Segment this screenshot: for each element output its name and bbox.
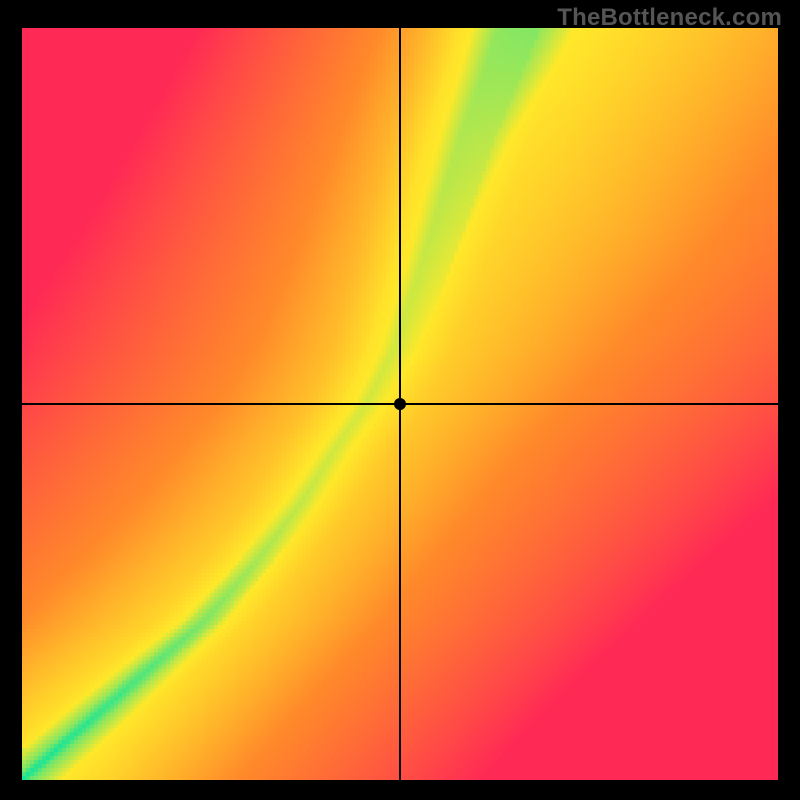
watermark-text: TheBottleneck.com <box>557 4 782 32</box>
selection-marker <box>394 398 406 410</box>
